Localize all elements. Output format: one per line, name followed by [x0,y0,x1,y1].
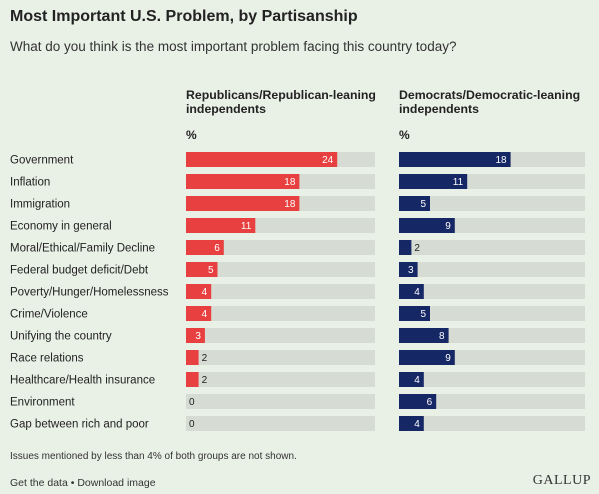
data-label: 5 [208,265,214,276]
category-label: Immigration [10,199,70,211]
link-separator: • [70,477,75,489]
footer-links: Get the data • Download image [10,477,156,489]
bar-track [399,372,585,387]
category-label: Race relations [10,353,84,365]
republican-bar [186,284,212,299]
bar-track [186,240,375,255]
chart-title: Most Important U.S. Problem, by Partisan… [10,8,358,25]
data-label: 4 [414,375,420,386]
category-label: Crime/Violence [10,309,88,321]
republican-bar [186,240,224,255]
data-label: 9 [445,353,451,364]
category-label: Government [10,155,74,167]
republican-bar [186,196,300,211]
republican-bar [186,306,212,321]
category-label: Healthcare/Health insurance [10,375,155,387]
democrat-bar [399,196,430,211]
data-label: 18 [495,155,507,166]
republican-bar [186,350,199,365]
democrat-bar [399,372,424,387]
data-label: 0 [189,419,195,430]
democrat-bar [399,416,424,431]
data-label: 24 [322,155,334,166]
data-label: 4 [202,287,208,298]
bar-track [399,262,585,277]
bar-track [186,328,375,343]
data-label: 2 [202,375,208,386]
bar-track [399,196,585,211]
bar-track [399,306,585,321]
bar-track [399,416,585,431]
category-label: Inflation [10,177,50,189]
data-label: 18 [284,199,296,210]
democrat-column-header: Democrats/Democratic-leaning independent… [399,88,581,116]
democrat-bar [399,218,455,233]
bar-track [186,416,375,431]
republican-bar [186,372,199,387]
data-label: 2 [202,353,208,364]
bar-track [186,306,375,321]
category-label: Environment [10,397,75,409]
republican-unit-label: % [186,128,197,142]
democrat-bar [399,152,511,167]
bar-track [186,284,375,299]
bar-track [399,240,585,255]
chart-subtitle: What do you think is the most important … [10,39,457,54]
republican-column-header: Republicans/Republican-leaning independe… [186,88,376,116]
democrat-bar [399,174,468,189]
democrat-bar [399,262,418,277]
data-label: 9 [445,221,451,232]
republican-bar [186,218,256,233]
data-label: 4 [414,287,420,298]
download-image-link[interactable]: Download image [77,477,156,489]
democrat-bar [399,306,430,321]
democrat-bar [399,284,424,299]
category-label: Federal budget deficit/Debt [10,265,149,277]
data-label: 6 [214,243,220,254]
data-label: 3 [408,265,414,276]
bar-track [399,394,585,409]
data-label: 5 [420,309,426,320]
category-label: Unifying the country [10,331,112,343]
bar-track [186,372,375,387]
get-data-link[interactable]: Get the data [10,477,68,489]
republican-bar [186,262,218,277]
category-label: Economy in general [10,221,112,233]
republican-bar [186,174,300,189]
data-label: 3 [195,331,201,342]
data-label: 4 [202,309,208,320]
bar-track [186,262,375,277]
footnote: Issues mentioned by less than 4% of both… [10,451,297,462]
data-label: 18 [284,177,296,188]
republican-bar [186,152,338,167]
data-label: 11 [241,221,252,232]
category-label: Gap between rich and poor [10,419,149,431]
data-label: 0 [189,397,195,408]
data-label: 6 [427,397,433,408]
democrat-bar [399,350,455,365]
democrat-bar [399,394,437,409]
democrat-unit-label: % [399,128,410,142]
bar-track [399,284,585,299]
data-label: 4 [414,419,420,430]
bar-track [186,350,375,365]
category-label: Moral/Ethical/Family Decline [10,243,155,255]
democrat-bar [399,328,449,343]
democrat-bar [399,240,412,255]
data-label: 5 [420,199,426,210]
category-label: Poverty/Hunger/Homelessness [10,287,169,299]
bar-track [186,394,375,409]
data-label: 8 [439,331,445,342]
data-label: 11 [453,177,464,188]
republican-bar [186,328,205,343]
gallup-logo: GALLUP [532,473,591,488]
data-label: 2 [414,243,420,254]
